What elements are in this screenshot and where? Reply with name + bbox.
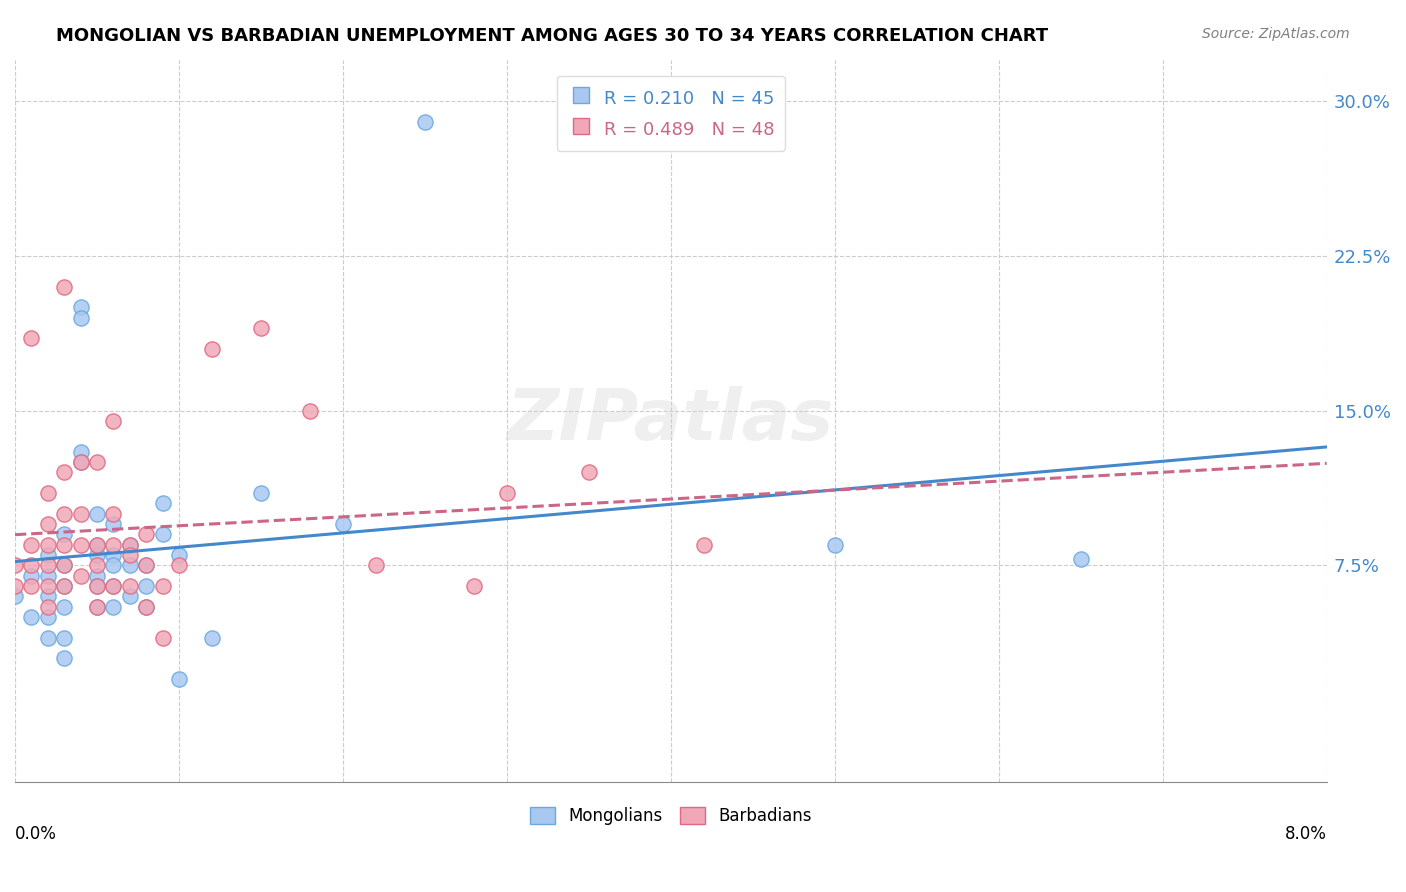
Point	[20, 538, 42, 552]
Point	[53, 527, 76, 541]
Text: Source: ZipAtlas.com: Source: ZipAtlas.com	[1202, 27, 1350, 41]
Point	[135, 579, 157, 593]
Point	[53, 651, 76, 665]
Point	[201, 342, 224, 356]
Point	[37, 631, 59, 645]
Point	[86, 579, 108, 593]
Point	[103, 579, 125, 593]
Point	[692, 538, 714, 552]
Point	[86, 538, 108, 552]
Point	[53, 631, 76, 645]
Point	[135, 558, 157, 573]
Point	[86, 558, 108, 573]
Point	[53, 558, 76, 573]
Point	[103, 414, 125, 428]
Point	[37, 568, 59, 582]
Point	[152, 527, 174, 541]
Point	[69, 507, 91, 521]
Point	[103, 538, 125, 552]
Point	[201, 631, 224, 645]
Point	[250, 486, 273, 500]
Point	[167, 548, 190, 562]
Point	[152, 579, 174, 593]
Point	[37, 486, 59, 500]
Point	[37, 517, 59, 532]
Point	[86, 579, 108, 593]
Point	[118, 558, 141, 573]
Point	[69, 538, 91, 552]
Point	[4, 579, 27, 593]
Point	[4, 558, 27, 573]
Point	[118, 538, 141, 552]
Legend: Mongolians, Barbadians: Mongolians, Barbadians	[523, 800, 818, 831]
Point	[53, 558, 76, 573]
Point	[20, 558, 42, 573]
Text: ZIPatlas: ZIPatlas	[508, 386, 835, 455]
Point	[463, 579, 485, 593]
Point	[135, 599, 157, 614]
Point	[37, 610, 59, 624]
Point	[167, 672, 190, 686]
Point	[86, 599, 108, 614]
Point	[20, 568, 42, 582]
Point	[20, 579, 42, 593]
Point	[152, 496, 174, 510]
Point	[37, 558, 59, 573]
Point	[413, 114, 436, 128]
Point	[118, 579, 141, 593]
Point	[103, 517, 125, 532]
Point	[69, 455, 91, 469]
Point	[250, 321, 273, 335]
Point	[118, 590, 141, 604]
Point	[53, 279, 76, 293]
Point	[103, 548, 125, 562]
Point	[86, 507, 108, 521]
Point	[86, 548, 108, 562]
Point	[152, 631, 174, 645]
Point	[53, 579, 76, 593]
Point	[69, 445, 91, 459]
Point	[496, 486, 519, 500]
Point	[4, 590, 27, 604]
Point	[1070, 552, 1092, 566]
Point	[135, 599, 157, 614]
Point	[37, 599, 59, 614]
Point	[69, 301, 91, 315]
Point	[86, 455, 108, 469]
Text: MONGOLIAN VS BARBADIAN UNEMPLOYMENT AMONG AGES 30 TO 34 YEARS CORRELATION CHART: MONGOLIAN VS BARBADIAN UNEMPLOYMENT AMON…	[56, 27, 1049, 45]
Point	[364, 558, 387, 573]
Point	[135, 558, 157, 573]
Point	[86, 599, 108, 614]
Text: 8.0%: 8.0%	[1285, 825, 1327, 844]
Point	[103, 579, 125, 593]
Point	[103, 599, 125, 614]
Point	[20, 610, 42, 624]
Point	[37, 548, 59, 562]
Point	[37, 590, 59, 604]
Point	[20, 331, 42, 345]
Point	[86, 568, 108, 582]
Point	[53, 507, 76, 521]
Point	[299, 403, 322, 417]
Point	[86, 538, 108, 552]
Point	[53, 538, 76, 552]
Point	[118, 548, 141, 562]
Text: 0.0%: 0.0%	[15, 825, 56, 844]
Point	[53, 579, 76, 593]
Point	[578, 466, 600, 480]
Point	[37, 538, 59, 552]
Point	[69, 310, 91, 325]
Point	[53, 599, 76, 614]
Point	[135, 527, 157, 541]
Point	[118, 538, 141, 552]
Point	[824, 538, 846, 552]
Point	[69, 568, 91, 582]
Point	[53, 466, 76, 480]
Point	[103, 507, 125, 521]
Point	[69, 455, 91, 469]
Point	[37, 579, 59, 593]
Point	[167, 558, 190, 573]
Point	[103, 558, 125, 573]
Point	[332, 517, 354, 532]
